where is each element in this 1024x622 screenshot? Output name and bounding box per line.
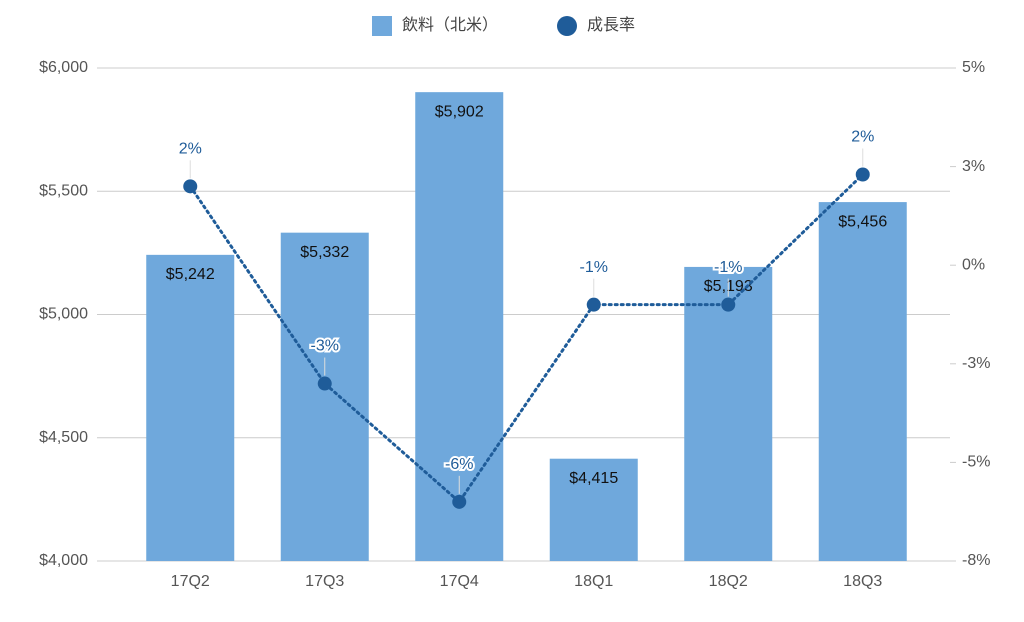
x-tick-label: 18Q2 xyxy=(709,573,748,590)
bar xyxy=(280,232,369,562)
y-tick-label: $6,000 xyxy=(39,59,88,76)
line-point xyxy=(586,297,601,312)
y2-tick-label: 0% xyxy=(962,256,985,273)
x-tick-label: 18Q3 xyxy=(843,573,882,590)
bar xyxy=(549,458,638,561)
x-tick-label: 17Q4 xyxy=(440,573,479,590)
x-tick-label: 17Q3 xyxy=(305,573,344,590)
line-value-label: -6% xyxy=(445,456,473,473)
bar-value-label: $5,902 xyxy=(435,103,484,120)
line-point xyxy=(721,297,736,312)
line-point xyxy=(317,376,332,391)
line-point xyxy=(452,494,467,509)
legend-label: 飲料（北米） xyxy=(402,16,498,34)
x-tick-label: 18Q1 xyxy=(574,573,613,590)
line-value-label: 2% xyxy=(851,129,874,146)
y-tick-label: $4,000 xyxy=(39,552,88,569)
bar xyxy=(684,266,773,561)
y-tick-label: $4,500 xyxy=(39,429,88,446)
line-point xyxy=(855,167,870,182)
x-tick-label: 17Q2 xyxy=(171,573,210,590)
legend-swatch xyxy=(372,16,392,36)
y2-tick-label: 5% xyxy=(962,59,985,76)
bar-value-label: $5,242 xyxy=(166,266,215,283)
y2-tick-label: 3% xyxy=(962,158,985,175)
legend-swatch xyxy=(557,16,577,36)
bar-value-label: $4,415 xyxy=(569,470,618,487)
bar xyxy=(818,202,907,561)
line-value-label: -3% xyxy=(311,338,339,355)
line-value-label: -1% xyxy=(580,259,608,276)
bar xyxy=(146,254,235,562)
legend-label: 成長率 xyxy=(587,16,635,34)
line-point xyxy=(183,179,198,194)
y2-tick-label: -5% xyxy=(962,454,990,471)
y-tick-label: $5,000 xyxy=(39,306,88,323)
line xyxy=(188,172,865,505)
bar-value-label: $5,332 xyxy=(300,244,349,261)
line-value-label: 2% xyxy=(179,141,202,158)
y2-tick-label: -3% xyxy=(962,355,990,372)
y2-tick-label: -8% xyxy=(962,552,990,569)
y-tick-label: $5,500 xyxy=(39,182,88,199)
line-value-label: -1% xyxy=(714,259,742,276)
bar-value-label: $5,456 xyxy=(838,213,887,230)
